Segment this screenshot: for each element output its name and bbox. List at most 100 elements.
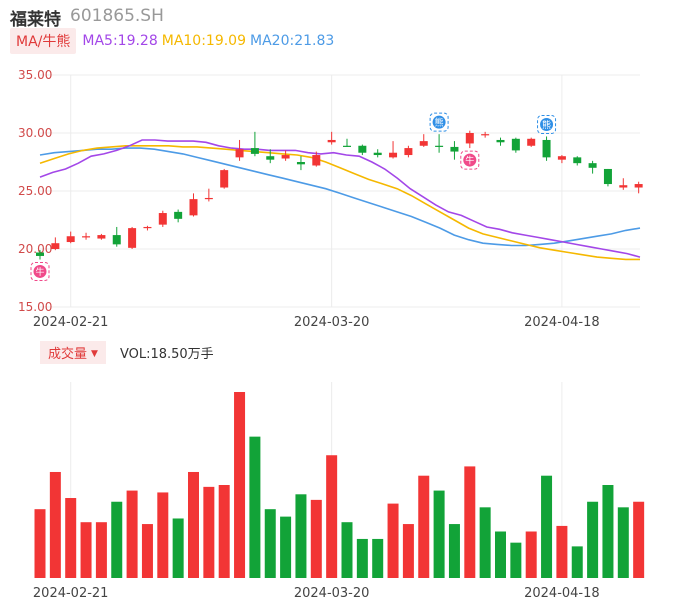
volume-bar [326,455,338,578]
candle-body [465,133,474,144]
bull-icon [33,264,47,278]
marker-label: 牛 [35,266,44,278]
candle-body [373,152,382,156]
candle [373,149,382,158]
candle-body [189,199,198,216]
candle [343,138,351,147]
y-tick-label: 35.00 [18,68,52,82]
candle-body [112,235,121,245]
ma10-value: MA10:19.09 [161,33,247,49]
volume-bar [495,531,506,578]
candle [327,131,336,145]
candle [542,136,551,161]
x-tick-label: 2024-03-20 [294,586,370,601]
volume-bar [448,524,460,578]
candle [481,131,490,138]
stock-name: 福莱特 [10,10,61,30]
bull-marker: 牛 [30,261,50,281]
volume-bar [356,538,368,578]
volume-bar [218,485,230,578]
candle-body [557,156,566,160]
ma-legend: MA/牛熊 MA5:19.28 MA10:19.09 MA20:21.83 [10,28,338,54]
volume-chart[interactable]: 2024-02-21 2024-03-20 2024-04-18 [0,368,686,606]
candle-body [250,148,259,154]
volume-bar [126,490,138,578]
volume-bar [341,522,353,578]
candle-body [634,184,643,188]
y-tick-label: 25.00 [18,184,52,198]
candle-body [220,170,229,188]
bull-icon [463,153,477,167]
marker-label: 熊 [435,117,444,129]
bear-icon [432,115,446,129]
bear-marker: 熊 [429,112,449,132]
volume-bar [402,524,414,578]
candle [511,137,520,153]
y-tick-label: 20.00 [18,242,52,256]
volume-bar [479,507,491,578]
x-tick-label: 2024-02-21 [33,315,109,330]
candle [158,210,167,227]
volume-bar [602,485,614,578]
candle [36,250,44,260]
volume-bar [418,475,430,578]
marker-frame [429,112,449,132]
candle [573,156,582,166]
candle-body [511,138,520,151]
volume-bar [587,501,599,578]
y-tick-label: 15.00 [18,300,52,314]
volume-bar [433,490,445,578]
candle-body [281,155,290,159]
candle [603,168,612,187]
x-tick-label: 2024-04-18 [524,315,600,330]
marker-frame [460,150,480,170]
volume-indicator-label: 成交量 [48,346,88,362]
marker-frame [537,114,557,134]
marker-frame [30,261,50,281]
candle-body [36,252,44,256]
candle [588,160,597,174]
candle-body [296,162,305,165]
candle [465,130,474,149]
candle [235,139,244,161]
ma-indicator-selector[interactable]: MA/牛熊 [10,28,77,54]
candle [358,144,367,156]
candle-body [542,139,551,158]
candle-body [82,236,91,238]
volume-bar [65,498,77,578]
candle [450,141,459,160]
candle-body [435,145,444,147]
volume-bar [387,503,399,578]
bear-icon [540,117,554,131]
x-tick-label: 2024-02-21 [33,586,109,601]
candle [296,156,305,171]
volume-indicator-selector[interactable]: 成交量 ▼ [40,340,106,364]
candle-body [619,185,628,188]
candle [143,225,152,231]
candle-body [404,148,413,156]
candle-body [204,197,213,200]
volume-bar [372,538,384,578]
volume-bar [633,501,645,578]
candle [496,137,505,146]
volume-bar [234,392,246,578]
volume-bar [95,522,107,578]
candle [174,209,183,223]
candle-body [588,163,597,168]
volume-bar [157,492,169,578]
candle-body [158,213,167,225]
volume-bar [34,509,46,578]
x-tick-label: 2024-04-18 [524,586,600,601]
volume-bar [556,525,568,578]
candle [404,145,413,158]
candle-body [481,134,490,136]
candle-body [143,226,152,229]
candle [266,149,275,164]
bull-marker: 牛 [460,150,480,170]
candle-body [419,141,428,146]
candle-body [603,168,612,185]
volume-bar [80,522,92,578]
candle [281,150,290,161]
candle-body [527,138,536,146]
